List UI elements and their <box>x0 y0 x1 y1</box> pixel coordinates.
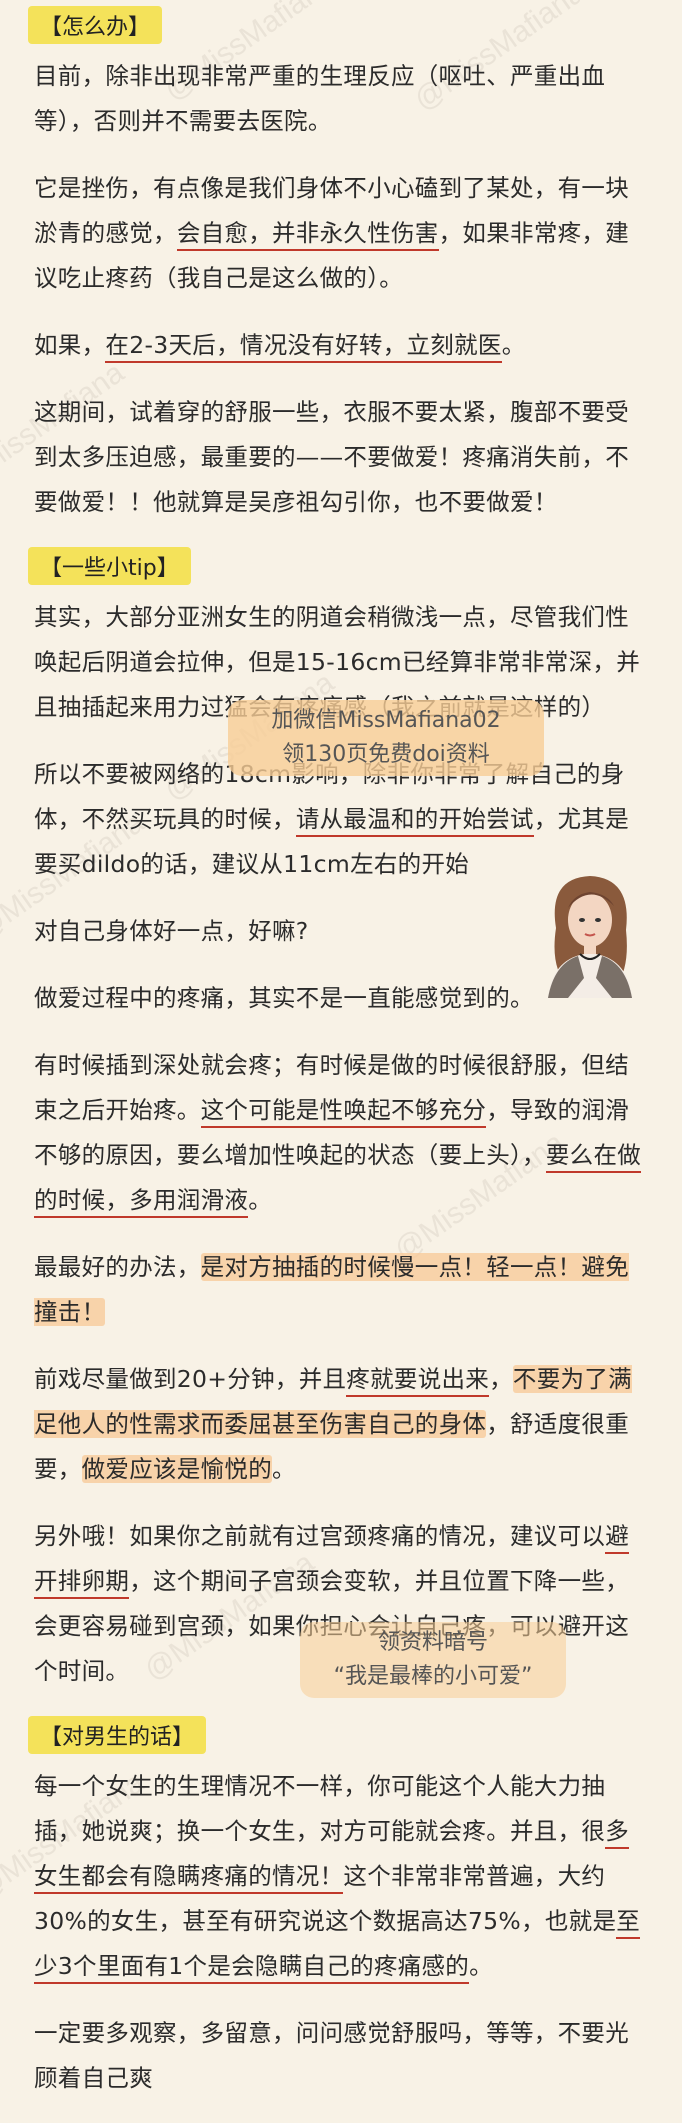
paragraph: 每一个女生的生理情况不一样，你可能这个人能大力抽插，她说爽；换一个女生，对方可能… <box>34 1764 650 1989</box>
paragraph: 一定要多观察，多留意，问问感觉舒服吗，等等，不要光顾着自己爽 <box>34 2019 629 2092</box>
paragraph: 另外哦！如果你之前就有过宫颈疼痛的情况，建议可以避开排卵期，这个期间子宫颈会变软… <box>34 1522 630 1685</box>
underlined-text: 这个可能是性唤起不够充分 <box>200 1096 487 1128</box>
paragraph: 前戏尽量做到20+分钟，并且疼就要说出来，不要为了满足他人的性需求而委屈甚至伤害… <box>34 1365 632 1483</box>
paragraph: 如果，在2-3天后，情况没有好转，立刻就医。 <box>34 323 650 368</box>
underlined-text: 避开排卵期 <box>34 1522 630 1599</box>
underlined-text: 在2-3天后，情况没有好转，立刻就医 <box>105 331 502 363</box>
avatar <box>538 868 642 998</box>
paragraph: 做爱过程中的疼痛，其实不是一直能感觉到的。 <box>34 984 534 1012</box>
paragraph: 它是挫伤，有点像是我们身体不小心磕到了某处，有一块淤青的感觉，会自愈，并非永久性… <box>34 174 630 292</box>
paragraph: 最最好的办法，是对方抽插的时候慢一点！轻一点！避免撞击！ <box>34 1253 630 1326</box>
promo-overlay-code: 领资料暗号 “我是最棒的小可爱” <box>300 1622 566 1698</box>
paragraph: 目前，除非出现非常严重的生理反应（呕吐、严重出血等），否则并不需要去医院。 <box>34 62 606 135</box>
underlined-text: 会自愈，并非永久性伤害 <box>176 219 439 251</box>
underlined-text: 至少3个里面有1个是会隐瞒自己的疼痛感的 <box>34 1907 641 1984</box>
paragraph: 对自己身体好一点，好嘛? <box>34 917 309 945</box>
underlined-text: 请从最温和的开始尝试 <box>295 805 534 837</box>
underlined-text: 多女生都会有隐瞒疼痛的情况！ <box>34 1817 630 1894</box>
promo-overlay-wechat: 加微信MissMafiana02 领130页免费doi资料 <box>228 700 544 776</box>
section-tag-what-to-do: 【怎么办】 <box>28 6 163 44</box>
paragraph: 有时候插到深处就会疼；有时候是做的时候很舒服，但结束之后开始疼。这个可能是性唤起… <box>34 1043 650 1223</box>
underlined-text: 要么在做的时候，多用润滑液 <box>34 1141 642 1218</box>
section-tag-to-men: 【对男生的话】 <box>28 1716 207 1754</box>
section-tag-tips: 【一些小tip】 <box>28 547 191 585</box>
paragraph: 这期间，试着穿的舒服一些，衣服不要太紧，腹部不要受到太多压迫感，最重要的——不要… <box>34 398 629 516</box>
underlined-text: 疼就要说出来 <box>346 1365 490 1397</box>
article: 【怎么办】 目前，除非出现非常严重的生理反应（呕吐、严重出血等），否则并不需要去… <box>28 6 650 2123</box>
highlighted-text: 做爱应该是愉悦的 <box>81 1455 273 1483</box>
